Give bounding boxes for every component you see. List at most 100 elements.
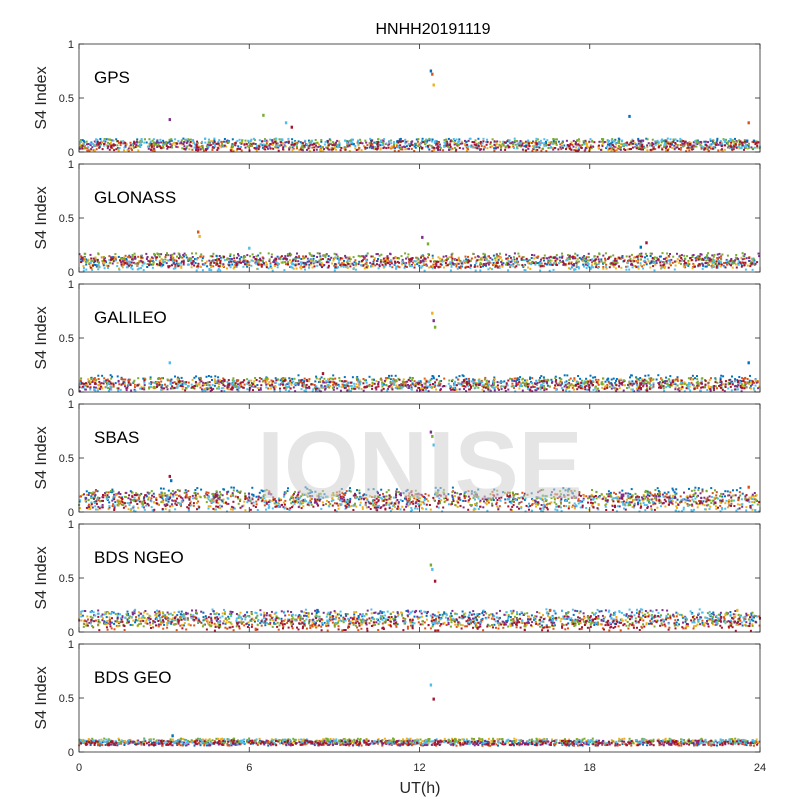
data-point <box>293 377 296 380</box>
data-point <box>314 380 317 383</box>
data-point <box>589 146 592 148</box>
data-point <box>558 256 561 259</box>
data-point <box>574 252 577 255</box>
data-point <box>201 388 203 391</box>
data-point <box>629 260 632 263</box>
data-point <box>618 384 621 387</box>
data-point <box>92 149 95 152</box>
data-point <box>103 267 106 270</box>
data-point <box>106 384 109 387</box>
data-point <box>90 257 93 260</box>
data-point <box>577 147 580 150</box>
data-point <box>649 266 652 269</box>
data-point <box>334 257 336 260</box>
data-point <box>606 378 609 381</box>
data-point <box>534 389 537 392</box>
data-point <box>161 377 163 380</box>
data-point <box>413 380 416 383</box>
data-point <box>219 379 222 382</box>
data-point <box>362 389 365 392</box>
data-point <box>632 382 635 385</box>
data-point <box>394 381 397 384</box>
data-point <box>676 379 679 382</box>
data-point <box>132 142 135 145</box>
data-point <box>146 145 149 148</box>
data-point <box>232 150 235 153</box>
data-point <box>318 263 321 266</box>
data-point <box>386 255 389 258</box>
data-point <box>553 256 556 259</box>
data-point <box>706 256 709 259</box>
data-point <box>424 140 427 142</box>
data-point <box>501 263 503 266</box>
data-point <box>389 263 391 266</box>
data-point <box>697 255 700 258</box>
data-point <box>614 388 617 391</box>
data-point <box>473 143 476 146</box>
data-point <box>208 138 210 141</box>
data-point <box>568 386 571 389</box>
data-point <box>337 383 340 386</box>
data-point <box>220 141 223 144</box>
data-point <box>415 256 418 259</box>
data-point <box>487 255 490 258</box>
data-point <box>303 265 306 268</box>
data-point <box>445 264 448 267</box>
data-point <box>97 264 100 267</box>
data-point <box>682 145 685 148</box>
data-point <box>664 139 667 141</box>
data-point <box>746 147 749 150</box>
data-point <box>237 383 239 386</box>
data-point <box>100 140 103 143</box>
data-point <box>292 258 295 261</box>
data-point <box>124 141 127 144</box>
data-point <box>271 381 274 384</box>
data-point <box>260 265 263 268</box>
data-point <box>401 263 403 266</box>
data-point <box>162 258 165 261</box>
data-point <box>474 141 477 144</box>
data-point <box>117 148 120 151</box>
data-point <box>196 257 199 259</box>
data-point <box>492 254 495 257</box>
data-point <box>750 387 753 390</box>
data-point <box>128 378 131 381</box>
data-point <box>261 140 264 143</box>
data-point <box>622 144 625 146</box>
data-point <box>755 141 758 144</box>
data-point <box>124 254 127 257</box>
data-point <box>155 143 158 146</box>
data-point <box>329 384 332 387</box>
data-point <box>708 257 711 260</box>
data-point <box>301 266 304 269</box>
data-point <box>452 262 455 265</box>
data-point <box>667 266 670 269</box>
data-point <box>289 259 291 262</box>
data-point <box>209 255 212 258</box>
data-point <box>435 388 438 391</box>
data-point <box>120 263 123 266</box>
data-point <box>508 146 511 148</box>
data-point <box>654 143 657 146</box>
data-point <box>485 380 488 383</box>
data-point <box>117 255 120 258</box>
data-point <box>375 380 378 383</box>
data-point <box>625 255 628 258</box>
data-point <box>405 257 408 260</box>
data-point <box>550 378 553 381</box>
data-point <box>501 264 504 267</box>
data-point <box>647 260 650 263</box>
data-point <box>248 384 251 387</box>
data-point <box>216 269 219 272</box>
data-point <box>252 142 255 145</box>
data-point <box>156 141 159 144</box>
data-point <box>489 143 492 146</box>
data-point <box>535 389 538 392</box>
data-point <box>518 387 521 390</box>
data-point <box>403 382 406 385</box>
data-point <box>590 265 593 268</box>
data-point <box>545 142 548 145</box>
data-point <box>614 138 617 141</box>
data-point <box>91 379 94 382</box>
data-point <box>745 145 748 148</box>
